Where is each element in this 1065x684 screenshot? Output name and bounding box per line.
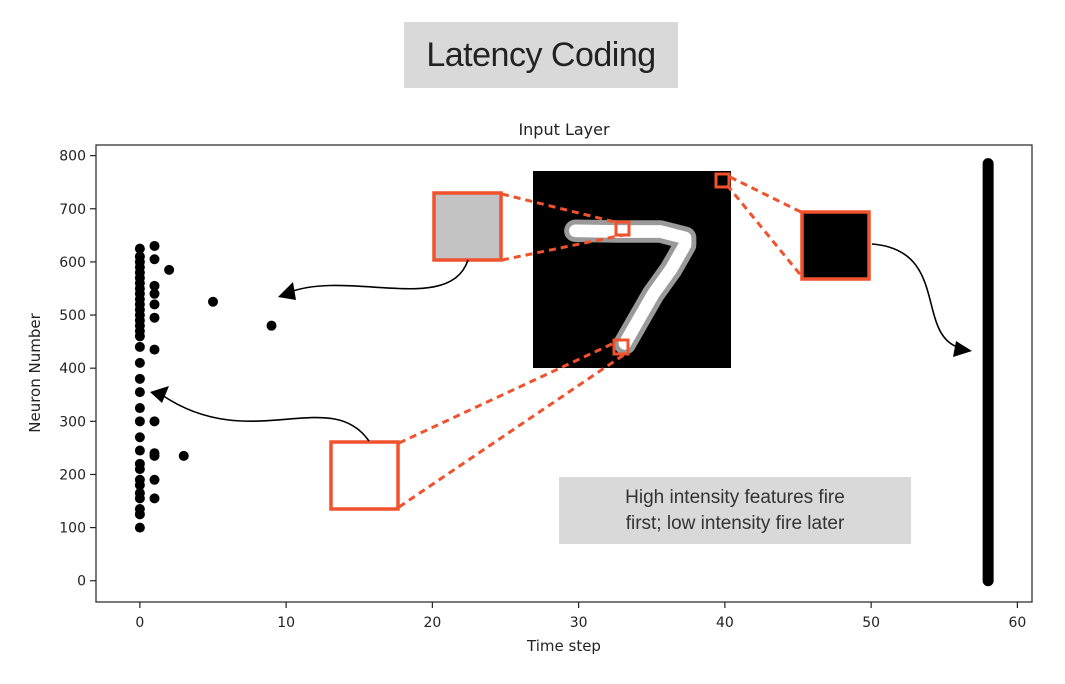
annotation-note: High intensity features fire first; low … — [559, 477, 911, 544]
y-tick-label: 700 — [59, 202, 86, 218]
digit-image — [533, 171, 731, 368]
chart-title: Input Layer — [518, 120, 610, 139]
heading-box: Latency Coding — [404, 22, 678, 88]
x-tick-label: 30 — [570, 615, 588, 631]
spike-point — [164, 264, 175, 275]
digit-seven — [564, 219, 697, 355]
x-tick-label: 0 — [135, 615, 144, 631]
y-tick-label: 400 — [59, 361, 86, 377]
spike-point — [149, 312, 160, 323]
x-ticks: 0 10 20 30 40 50 60 — [135, 602, 1026, 631]
spike-point — [134, 243, 145, 254]
y-tick-label: 600 — [59, 255, 86, 271]
spike-point — [149, 299, 160, 310]
y-tick-label: 500 — [59, 308, 86, 324]
spike-point — [178, 450, 189, 461]
spike-point — [149, 240, 160, 251]
heading: Latency Coding — [426, 35, 656, 74]
spike-point — [149, 344, 160, 355]
spike-point — [149, 474, 160, 485]
spike-point — [134, 357, 145, 368]
y-tick-label: 0 — [77, 574, 86, 590]
y-ticks: 0 100 200 300 400 500 600 700 800 — [59, 149, 96, 590]
spike-point — [134, 251, 145, 262]
spike-point — [134, 403, 145, 414]
spike-point — [149, 280, 160, 291]
spike-point — [134, 504, 145, 515]
x-tick-label: 10 — [277, 615, 295, 631]
spike-point — [134, 522, 145, 533]
spike-point — [134, 373, 145, 384]
y-tick-label: 800 — [59, 149, 86, 165]
spike-point — [134, 445, 145, 456]
x-tick-label: 40 — [716, 615, 734, 631]
spike-point — [134, 488, 145, 499]
spike-point — [149, 416, 160, 427]
x-tick-label: 60 — [1008, 615, 1026, 631]
plot-frame — [95, 144, 1033, 603]
note-line-2: first; low intensity fire later — [625, 512, 845, 534]
spike-point — [208, 296, 218, 307]
spike-point — [266, 320, 277, 331]
x-tick-label: 20 — [423, 615, 441, 631]
spike-point — [134, 341, 145, 352]
digit-stroke-core — [569, 224, 692, 350]
note-line-1: High intensity features fire — [625, 486, 845, 508]
x-axis-label: Time step — [526, 637, 601, 655]
spike-point — [149, 493, 160, 504]
y-tick-label: 300 — [59, 414, 86, 430]
spike-point — [149, 448, 160, 459]
x-tick-label: 50 — [862, 615, 880, 631]
y-axis-label: Neuron Number — [26, 312, 44, 432]
spike-points — [134, 158, 994, 587]
y-tick-label: 100 — [59, 521, 86, 537]
spike-point — [134, 458, 145, 469]
spike-point — [149, 254, 160, 265]
spike-point — [134, 474, 145, 485]
y-tick-label: 200 — [59, 467, 86, 483]
spike-point — [134, 416, 145, 427]
spike-point — [134, 432, 145, 443]
spike-point — [134, 387, 145, 398]
spike-point — [149, 288, 160, 299]
